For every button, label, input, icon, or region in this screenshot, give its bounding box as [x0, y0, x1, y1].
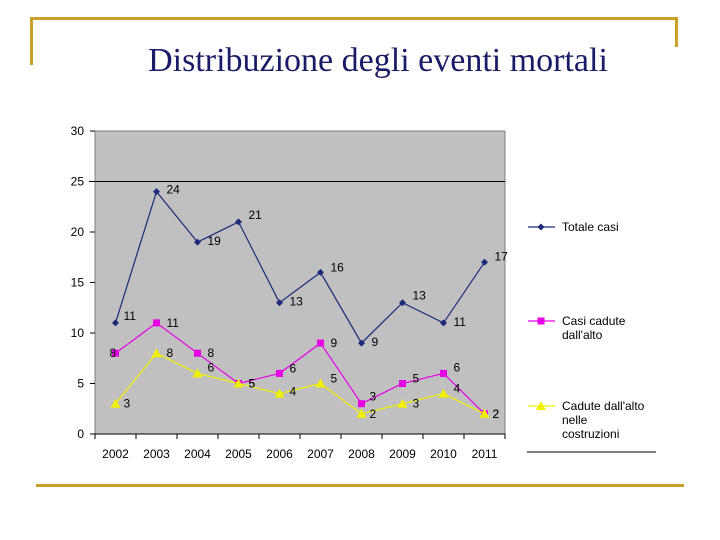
legend-label: Casi cadute dall'alto: [562, 314, 626, 342]
y-tick-label: 10: [71, 326, 85, 340]
data-point: [440, 369, 447, 377]
data-label: 17: [495, 249, 509, 263]
series-line: [115, 352, 485, 415]
data-label: 11: [454, 315, 467, 329]
data-label: 5: [331, 372, 338, 386]
data-label: 5: [249, 377, 256, 391]
data-point: [399, 380, 406, 387]
data-label: 6: [290, 361, 297, 375]
legend-marker: [536, 401, 546, 410]
x-tick-label: 2008: [348, 447, 375, 461]
x-tick-label: 2006: [266, 447, 293, 461]
data-label: 4: [290, 385, 297, 399]
data-point: [151, 348, 162, 358]
data-point: [274, 388, 285, 398]
data-label: 13: [413, 289, 427, 303]
data-label: 9: [331, 336, 338, 350]
data-point: [194, 238, 201, 246]
legend-label-line: Casi cadute: [562, 314, 626, 328]
data-label: 19: [208, 234, 222, 248]
data-point: [440, 319, 447, 327]
data-label: 5: [413, 372, 420, 386]
data-label: 11: [167, 316, 180, 330]
data-label: 8: [208, 346, 215, 360]
data-point: [112, 319, 119, 327]
data-label: 9: [372, 335, 379, 349]
data-label: 21: [249, 208, 263, 222]
data-label: 8: [110, 346, 117, 360]
legend-marker: [537, 317, 545, 325]
data-point: [235, 218, 242, 226]
data-point: [153, 188, 160, 196]
x-tick-label: 2011: [472, 447, 498, 461]
legend-label-line: nelle: [562, 413, 588, 427]
data-label: 6: [208, 360, 215, 374]
data-point: [233, 378, 244, 388]
data-point: [358, 400, 365, 408]
x-tick-label: 2007: [307, 447, 334, 461]
y-tick-label: 15: [71, 276, 85, 290]
slide-title: Distribuzione degli eventi mortali: [148, 42, 608, 79]
accent-bar-right: [675, 17, 678, 47]
data-label: 3: [124, 397, 131, 411]
legend-label-line: costruzioni: [562, 427, 619, 441]
data-label: 8: [167, 346, 174, 360]
data-label: 4: [454, 382, 461, 396]
y-tick-label: 20: [71, 225, 85, 239]
data-label: 24: [167, 183, 181, 197]
data-point: [192, 368, 203, 378]
y-tick-label: 0: [77, 427, 84, 441]
data-point: [276, 299, 283, 307]
data-point: [317, 268, 324, 276]
data-point: [479, 408, 490, 418]
legend-label-line: Cadute dall'alto: [562, 399, 645, 413]
y-tick-label: 30: [71, 124, 85, 138]
x-tick-label: 2004: [184, 447, 211, 461]
y-tick-label: 5: [77, 377, 84, 391]
legend-label: Cadute dall'alto nelle costruzioni: [562, 399, 645, 441]
data-point: [438, 388, 449, 398]
x-tick-label: 2002: [102, 447, 129, 461]
data-point: [356, 408, 367, 418]
data-point: [153, 319, 160, 327]
data-point: [317, 339, 324, 347]
data-point: [276, 369, 283, 377]
data-point: [110, 398, 121, 408]
accent-bar-bottom: [36, 484, 684, 487]
data-label: 3: [413, 397, 420, 411]
accent-bar-top: [30, 17, 678, 20]
legend-label-line: dall'alto: [562, 328, 603, 342]
legend-label-line: Totale casi: [562, 220, 619, 234]
data-label: 6: [454, 360, 461, 374]
series-line: [114, 190, 485, 345]
data-point: [194, 349, 201, 357]
data-point: [399, 299, 406, 307]
y-tick-label: 25: [71, 175, 85, 189]
data-point: [481, 258, 488, 266]
data-point: [112, 349, 119, 357]
x-tick-label: 2009: [389, 447, 416, 461]
data-point: [315, 378, 326, 388]
data-point: [358, 339, 365, 347]
series-line: [115, 322, 485, 415]
legend-marker: [537, 223, 545, 231]
data-label: 11: [124, 309, 137, 323]
x-tick-label: 2010: [430, 447, 457, 461]
data-label: 2: [370, 407, 377, 421]
data-label: 5: [249, 377, 256, 391]
x-tick-label: 2003: [143, 447, 170, 461]
data-label: 2: [493, 407, 500, 421]
data-label: 16: [331, 260, 345, 274]
legend-label: Totale casi: [562, 220, 619, 234]
x-tick-label: 2005: [225, 447, 252, 461]
data-label: 2: [493, 407, 500, 421]
data-label: 3: [370, 390, 377, 404]
accent-bar-left: [30, 17, 33, 65]
data-point: [397, 398, 408, 408]
data-label: 13: [290, 295, 304, 309]
